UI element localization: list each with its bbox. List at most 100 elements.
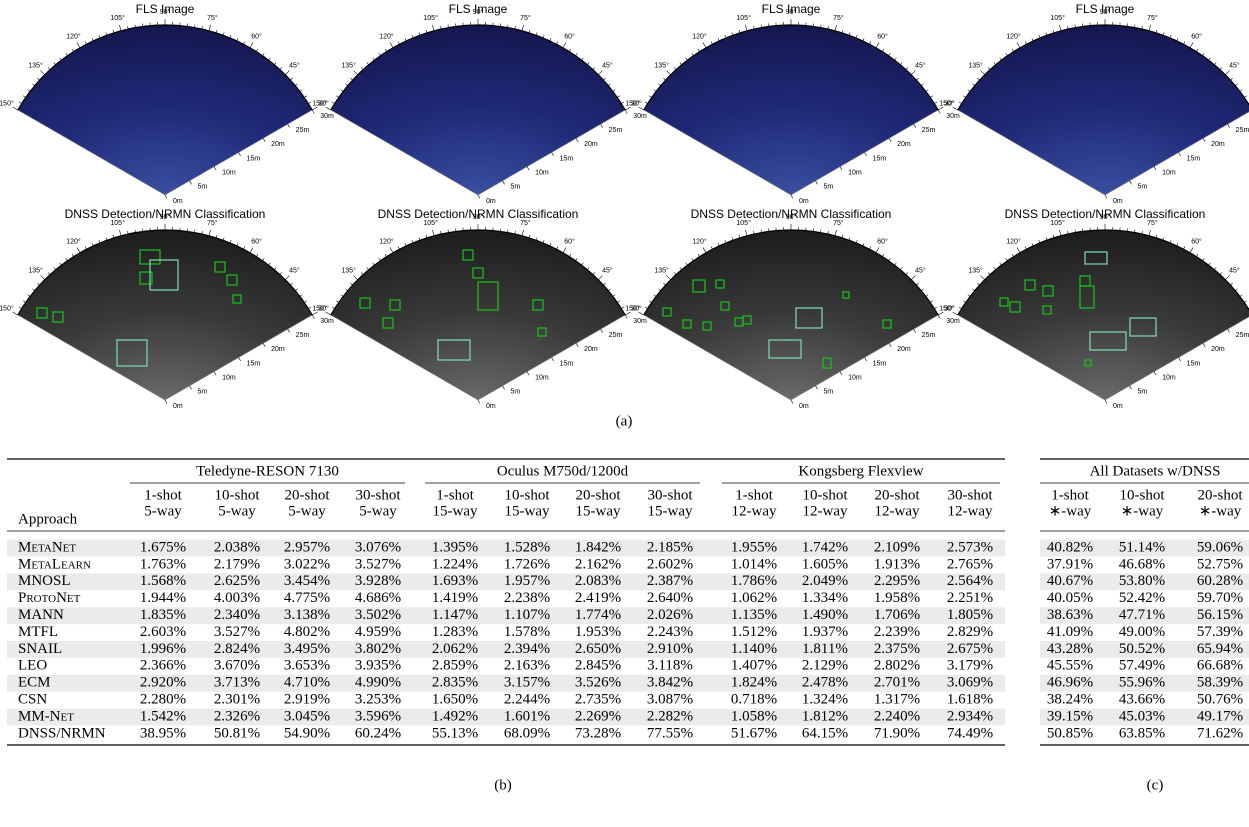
detection-box [532,299,544,311]
angle-label: 150° [625,99,640,107]
approach-name: SNAIL [18,641,62,657]
range-label: 30m [946,318,960,325]
table-cell: 1.283% [432,624,478,640]
range-label: 15m [1187,155,1201,162]
arc-tick [952,106,958,111]
range-tick [864,152,867,157]
angle-label: 150° [312,304,327,312]
arc-tick [1239,89,1243,92]
detection-box [742,315,752,325]
arc-tick [717,243,720,247]
arc-tick [397,246,400,250]
angle-label: 135° [968,61,983,69]
arc-tick [384,48,387,52]
arc-tick [1189,42,1194,48]
range-tick [1202,138,1206,142]
range-label: 20m [584,141,598,148]
angle-label: 30° [944,304,955,312]
arc-tick [432,229,435,236]
range-tick [575,343,579,347]
arc-tick [855,35,858,39]
detection-box [1084,251,1108,265]
arc-tick [603,77,606,81]
arc-tick [710,41,713,45]
range-tick [624,109,628,114]
table-cell: 3.670% [214,658,260,674]
detection-box [139,271,153,285]
arc-tick [84,41,87,45]
range-tick [1153,166,1157,171]
range-tick [1227,329,1230,333]
table-cell: 1.512% [731,624,777,640]
table-cell: 2.038% [214,539,260,555]
range-tick [164,399,168,404]
detection-box [232,294,242,304]
arc-tick [1202,258,1205,261]
column-header: 15-way [648,503,693,519]
arc-tick [556,246,559,250]
arc-tick [308,101,312,104]
arc-tick [65,258,68,261]
arc-tick [841,29,844,33]
arc-tick [963,300,966,303]
angle-label: 60° [877,32,888,40]
column-header: 15-way [505,503,550,519]
table-cell: 46.68% [1119,556,1165,572]
arc-tick [617,300,620,303]
panel-title: FLS Image [449,2,508,16]
table-cell: 2.244% [504,692,550,708]
table-cell: 43.66% [1119,692,1165,708]
range-tick [526,166,530,171]
range-label: 5m [511,184,521,191]
arc-tick [1031,38,1034,42]
table-cell: 38.95% [140,725,186,741]
arc-tick [930,95,933,98]
table-cell: 1.958% [874,590,920,606]
row-shade [1040,641,1249,658]
arc-tick [345,83,348,86]
range-label: 10m [222,170,236,177]
arc-tick [1148,229,1151,236]
angle-label: 120° [66,32,81,40]
range-tick [600,329,603,333]
range-tick [502,385,505,390]
panel-title: DNSS Detection/NRMN Classification [378,207,579,221]
range-tick [287,329,290,333]
arc-tick [404,243,407,247]
arc-tick [921,288,924,291]
table-cell: 2.602% [647,556,693,572]
arc-tick [644,306,648,309]
group-header: Teledyne-RESON 7130 [196,463,339,479]
arc-tick [331,306,335,309]
table-cell: 1.650% [432,692,478,708]
arc-tick [1045,32,1048,36]
table-cell: 3.527% [214,624,260,640]
arc-tick [23,95,26,98]
arc-tick [372,57,375,61]
sonar-arc [643,24,939,111]
panel-title: DNSS Detection/NRMN Classification [65,207,266,221]
sonar-sector [330,229,626,401]
table-cell: 1.842% [575,539,621,555]
sonar-arc [957,229,1249,316]
arc-tick [691,53,694,56]
arc-tick [653,294,657,297]
detection-box [1084,359,1092,367]
table-cell: 3.526% [575,675,621,691]
table-cell: 1.605% [802,556,848,572]
angle-label: 150° [939,99,954,107]
range-label: 15m [1187,360,1201,367]
arc-tick [1074,24,1076,28]
arc-tick [208,24,211,31]
angle-label: 120° [692,237,707,245]
row-shade [7,607,1005,625]
arc-tick [84,246,87,250]
arc-tick [1155,234,1158,238]
arc-tick [1067,26,1069,30]
detection-box [116,339,148,367]
table-cell: 58.39% [1197,675,1243,691]
arc-tick [925,294,929,297]
caption: (b) [494,777,512,793]
arc-tick [384,253,387,257]
table-cell: 63.85% [1119,725,1165,741]
